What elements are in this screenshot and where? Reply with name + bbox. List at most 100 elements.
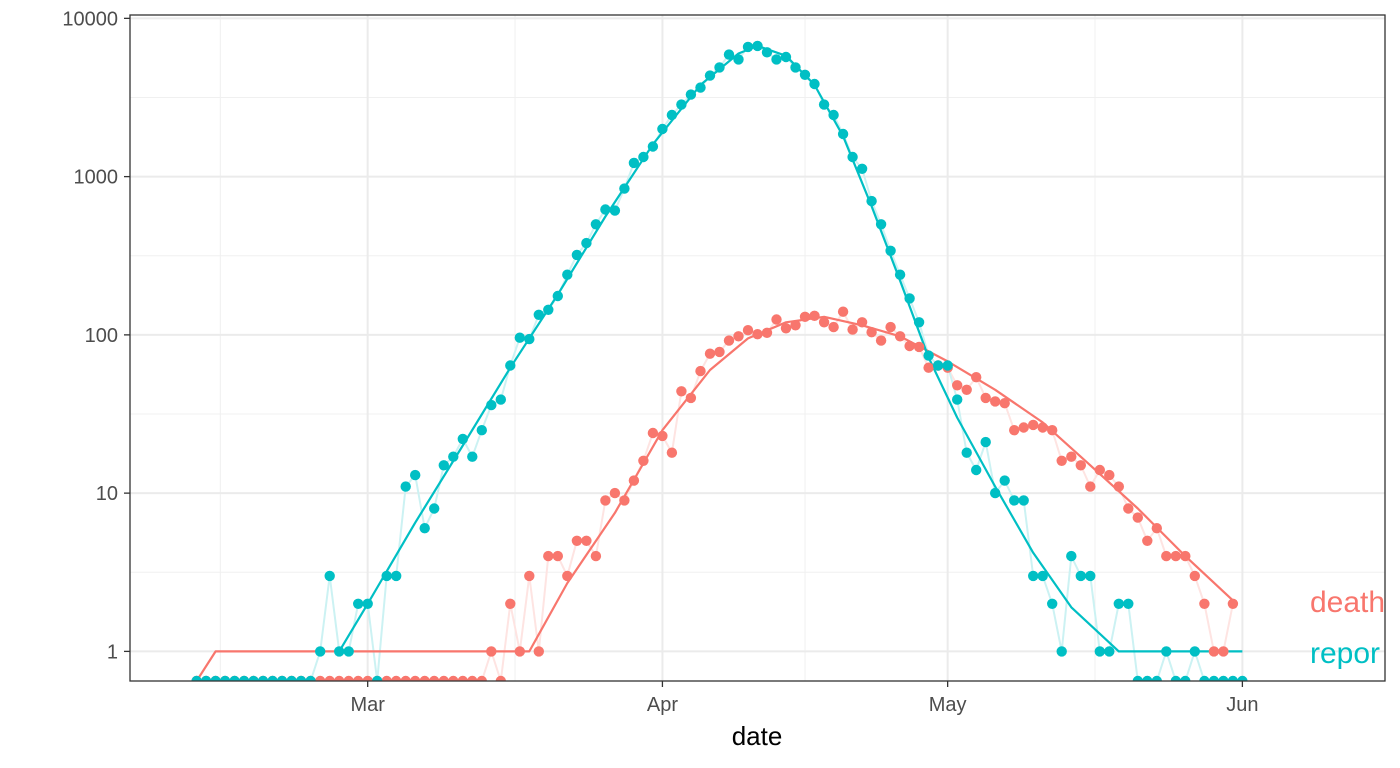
reported-point [324,570,335,582]
reported-point [913,317,925,328]
death-point [971,372,982,383]
series-label-death: death [1310,586,1385,619]
reported-point [524,333,535,345]
reported-point [799,69,811,81]
reported-point [990,487,1001,499]
death-point [1218,646,1229,657]
reported-point [1151,675,1162,681]
death-point [429,675,440,681]
reported-point [856,163,868,174]
plot-background [130,15,1385,681]
reported-point [238,675,250,681]
death-point [467,675,478,681]
reported-point [942,360,953,371]
death-point [486,646,497,657]
reported-point [229,675,240,681]
reported-point [276,675,288,681]
reported-point [875,219,887,230]
reported-point [790,62,801,73]
death-point [505,598,516,609]
reported-point [362,598,373,609]
reported-point [1189,646,1201,657]
reported-point [191,675,202,681]
reported-point [932,360,944,371]
axes: 1 10 100 1000 10000 Mar Apr May Jun [62,8,1258,716]
reported-point [723,49,735,60]
death-point [1009,425,1020,436]
death-point [818,317,830,328]
reported-point [1066,550,1077,562]
death-point [552,550,563,562]
reported-point [638,151,649,163]
reported-point [1227,675,1239,681]
death-point [847,324,858,335]
reported-point [334,646,345,657]
death-point [1151,523,1163,534]
death-point [562,570,573,582]
reported-point [419,523,430,534]
reported-point [457,433,468,445]
death-trend-line [195,315,1234,681]
reported-point [761,47,773,58]
reported-point [200,675,212,681]
reported-point [410,469,421,481]
reported-point [752,40,763,52]
death-point [837,306,849,317]
reported-point [448,451,459,462]
reported-point [695,82,706,93]
death-point [923,362,934,373]
death-point [913,341,925,353]
reported-point [1237,675,1248,681]
death-point [1066,451,1077,462]
reported-point [1180,675,1191,681]
reported-point [552,290,563,302]
death-point [1161,550,1172,562]
reported-point [429,503,440,514]
reported-point [1113,598,1125,609]
death-point [809,310,820,321]
reported-point [619,183,630,194]
death-point [495,675,506,681]
reported-point [495,394,506,405]
x-tick-label: Mar [350,694,385,716]
y-tick-label: 10 [96,483,118,505]
death-point [448,675,459,681]
death-point [324,675,335,681]
y-tick-label: 100 [85,325,118,347]
reported-point [1104,646,1115,657]
reported-point [1218,675,1229,681]
reported-point [400,481,411,492]
series-label-reported: repor [1310,637,1380,670]
death-point [619,495,630,506]
death-point [600,495,611,506]
reported-point [885,245,896,256]
death-point [410,675,421,681]
reported-point [771,54,782,65]
death-point [533,646,544,657]
reported-point [609,205,621,216]
death-point [704,348,716,359]
death-point [990,396,1001,407]
reported-point [1170,675,1181,681]
death-point [1180,550,1191,562]
death-point [894,331,906,342]
reported-point [533,309,544,320]
reported-point [391,570,402,582]
reported-point [571,249,583,261]
death-point [1113,481,1125,492]
y-tick-label: 10000 [62,8,118,30]
death-point [628,475,640,486]
death-point [685,392,697,404]
reported-point [1208,675,1220,681]
death-point [1208,646,1220,657]
reported-point [818,99,830,110]
death-point [771,314,782,325]
death-point [1170,550,1182,562]
death-point [315,675,326,681]
reported-point [315,646,326,657]
death-point [1132,512,1144,523]
reported-point [952,394,963,405]
reported-point [1047,598,1058,609]
death-point [695,365,706,377]
